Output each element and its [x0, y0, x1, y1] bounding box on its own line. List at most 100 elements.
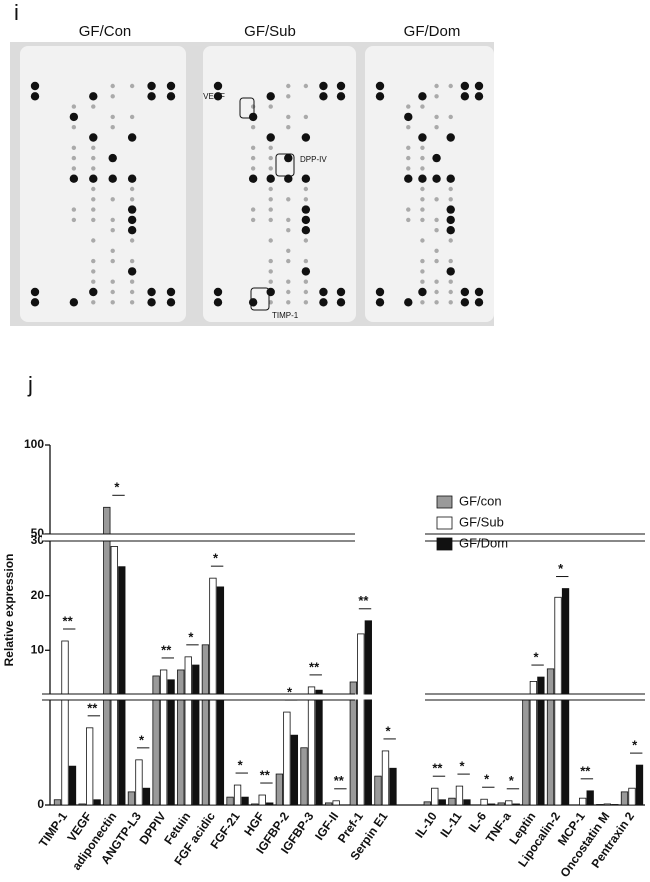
significance: ** — [432, 761, 443, 776]
blot-dot — [89, 174, 98, 183]
legend-swatch — [436, 537, 453, 551]
bar — [455, 785, 464, 806]
blot-dot — [434, 94, 439, 99]
axis-break — [42, 694, 645, 700]
blot-dot — [448, 114, 453, 120]
bar — [332, 800, 340, 806]
blot-dot — [420, 300, 425, 305]
bar — [529, 681, 538, 806]
bar — [103, 506, 111, 806]
blot-dot — [460, 287, 470, 297]
blot-dot — [91, 207, 96, 212]
blot-dot — [286, 94, 291, 99]
blot-dot — [434, 83, 439, 89]
bar — [201, 644, 210, 806]
blot-dot — [110, 228, 115, 233]
blot-dot — [418, 174, 427, 183]
blot-dot — [404, 174, 413, 183]
bar — [86, 727, 94, 806]
bar — [300, 747, 308, 806]
bar — [167, 679, 175, 806]
blot-title: GF/Con — [79, 23, 132, 40]
blot-title: GF/Sub — [244, 23, 296, 40]
blot-dot — [266, 174, 275, 183]
blot-dot — [89, 287, 98, 297]
blot-dot — [268, 300, 273, 305]
blot-dot — [434, 217, 439, 223]
blot-dot — [91, 238, 96, 243]
bar — [537, 676, 545, 806]
blot-dot — [301, 174, 311, 183]
blot-dot — [448, 197, 453, 202]
blot-dot — [404, 298, 413, 307]
membrane — [365, 46, 494, 322]
blot-dot — [266, 92, 275, 101]
significance: * — [460, 759, 466, 774]
blot-dot — [286, 300, 291, 305]
blot-dot — [250, 104, 256, 109]
significance: ** — [580, 763, 591, 778]
blot-dot — [303, 289, 309, 295]
blot-dot — [303, 300, 309, 305]
significance: ** — [334, 773, 345, 788]
blot-dot — [303, 197, 309, 202]
blot-dot — [404, 112, 413, 122]
blot-dot — [166, 92, 176, 101]
blot-dot — [420, 104, 425, 109]
blot-dot — [303, 258, 309, 264]
blot-dot — [420, 166, 425, 171]
blot-dot — [446, 226, 455, 235]
blot-dot — [110, 114, 115, 120]
blot-dot — [448, 186, 453, 192]
blot-dot — [129, 238, 135, 243]
blot-dot — [268, 104, 273, 109]
blot-dot — [248, 298, 258, 307]
blot-dot — [268, 207, 273, 212]
significance: * — [139, 732, 145, 747]
blot-dot — [213, 81, 223, 91]
bar — [381, 750, 390, 806]
blot-dot — [127, 267, 137, 276]
blot-dot — [91, 145, 96, 150]
blot-dot — [91, 300, 96, 305]
bar — [586, 790, 594, 806]
blot-dot — [91, 197, 96, 202]
bar — [152, 675, 160, 806]
bar — [546, 668, 555, 806]
legend-swatch — [436, 495, 453, 509]
bar — [364, 620, 372, 806]
bar — [233, 784, 242, 806]
blot-dot — [213, 298, 223, 307]
blot-dot — [129, 83, 135, 89]
bar — [480, 798, 488, 806]
blot-dot — [91, 166, 96, 171]
blot-dot — [286, 197, 291, 202]
blot-dot — [268, 258, 273, 264]
blot-dot — [406, 155, 411, 161]
blot-dot — [448, 289, 453, 295]
blot-dot — [91, 104, 96, 109]
blot-dot — [301, 205, 311, 214]
blot-dot — [30, 81, 40, 91]
blot-dot — [129, 258, 135, 264]
blot-dot — [448, 258, 453, 264]
panel-label: j — [27, 372, 33, 397]
blot-dot — [110, 217, 115, 223]
blot-dot — [448, 238, 453, 243]
blot-dot — [406, 217, 411, 223]
significance: * — [484, 772, 490, 787]
bar — [275, 773, 284, 806]
bar — [78, 803, 86, 806]
blot-dot — [147, 287, 156, 297]
bar — [251, 803, 259, 806]
blot-dot — [268, 145, 273, 150]
bar — [209, 577, 217, 806]
y-tick-label: 100 — [24, 437, 44, 451]
blot-dot — [268, 186, 273, 192]
blot-dot — [166, 298, 176, 307]
blot-dot — [110, 258, 115, 264]
y-tick-label: 10 — [31, 642, 45, 656]
blot-dot — [319, 81, 328, 91]
blot-dot — [284, 174, 293, 183]
